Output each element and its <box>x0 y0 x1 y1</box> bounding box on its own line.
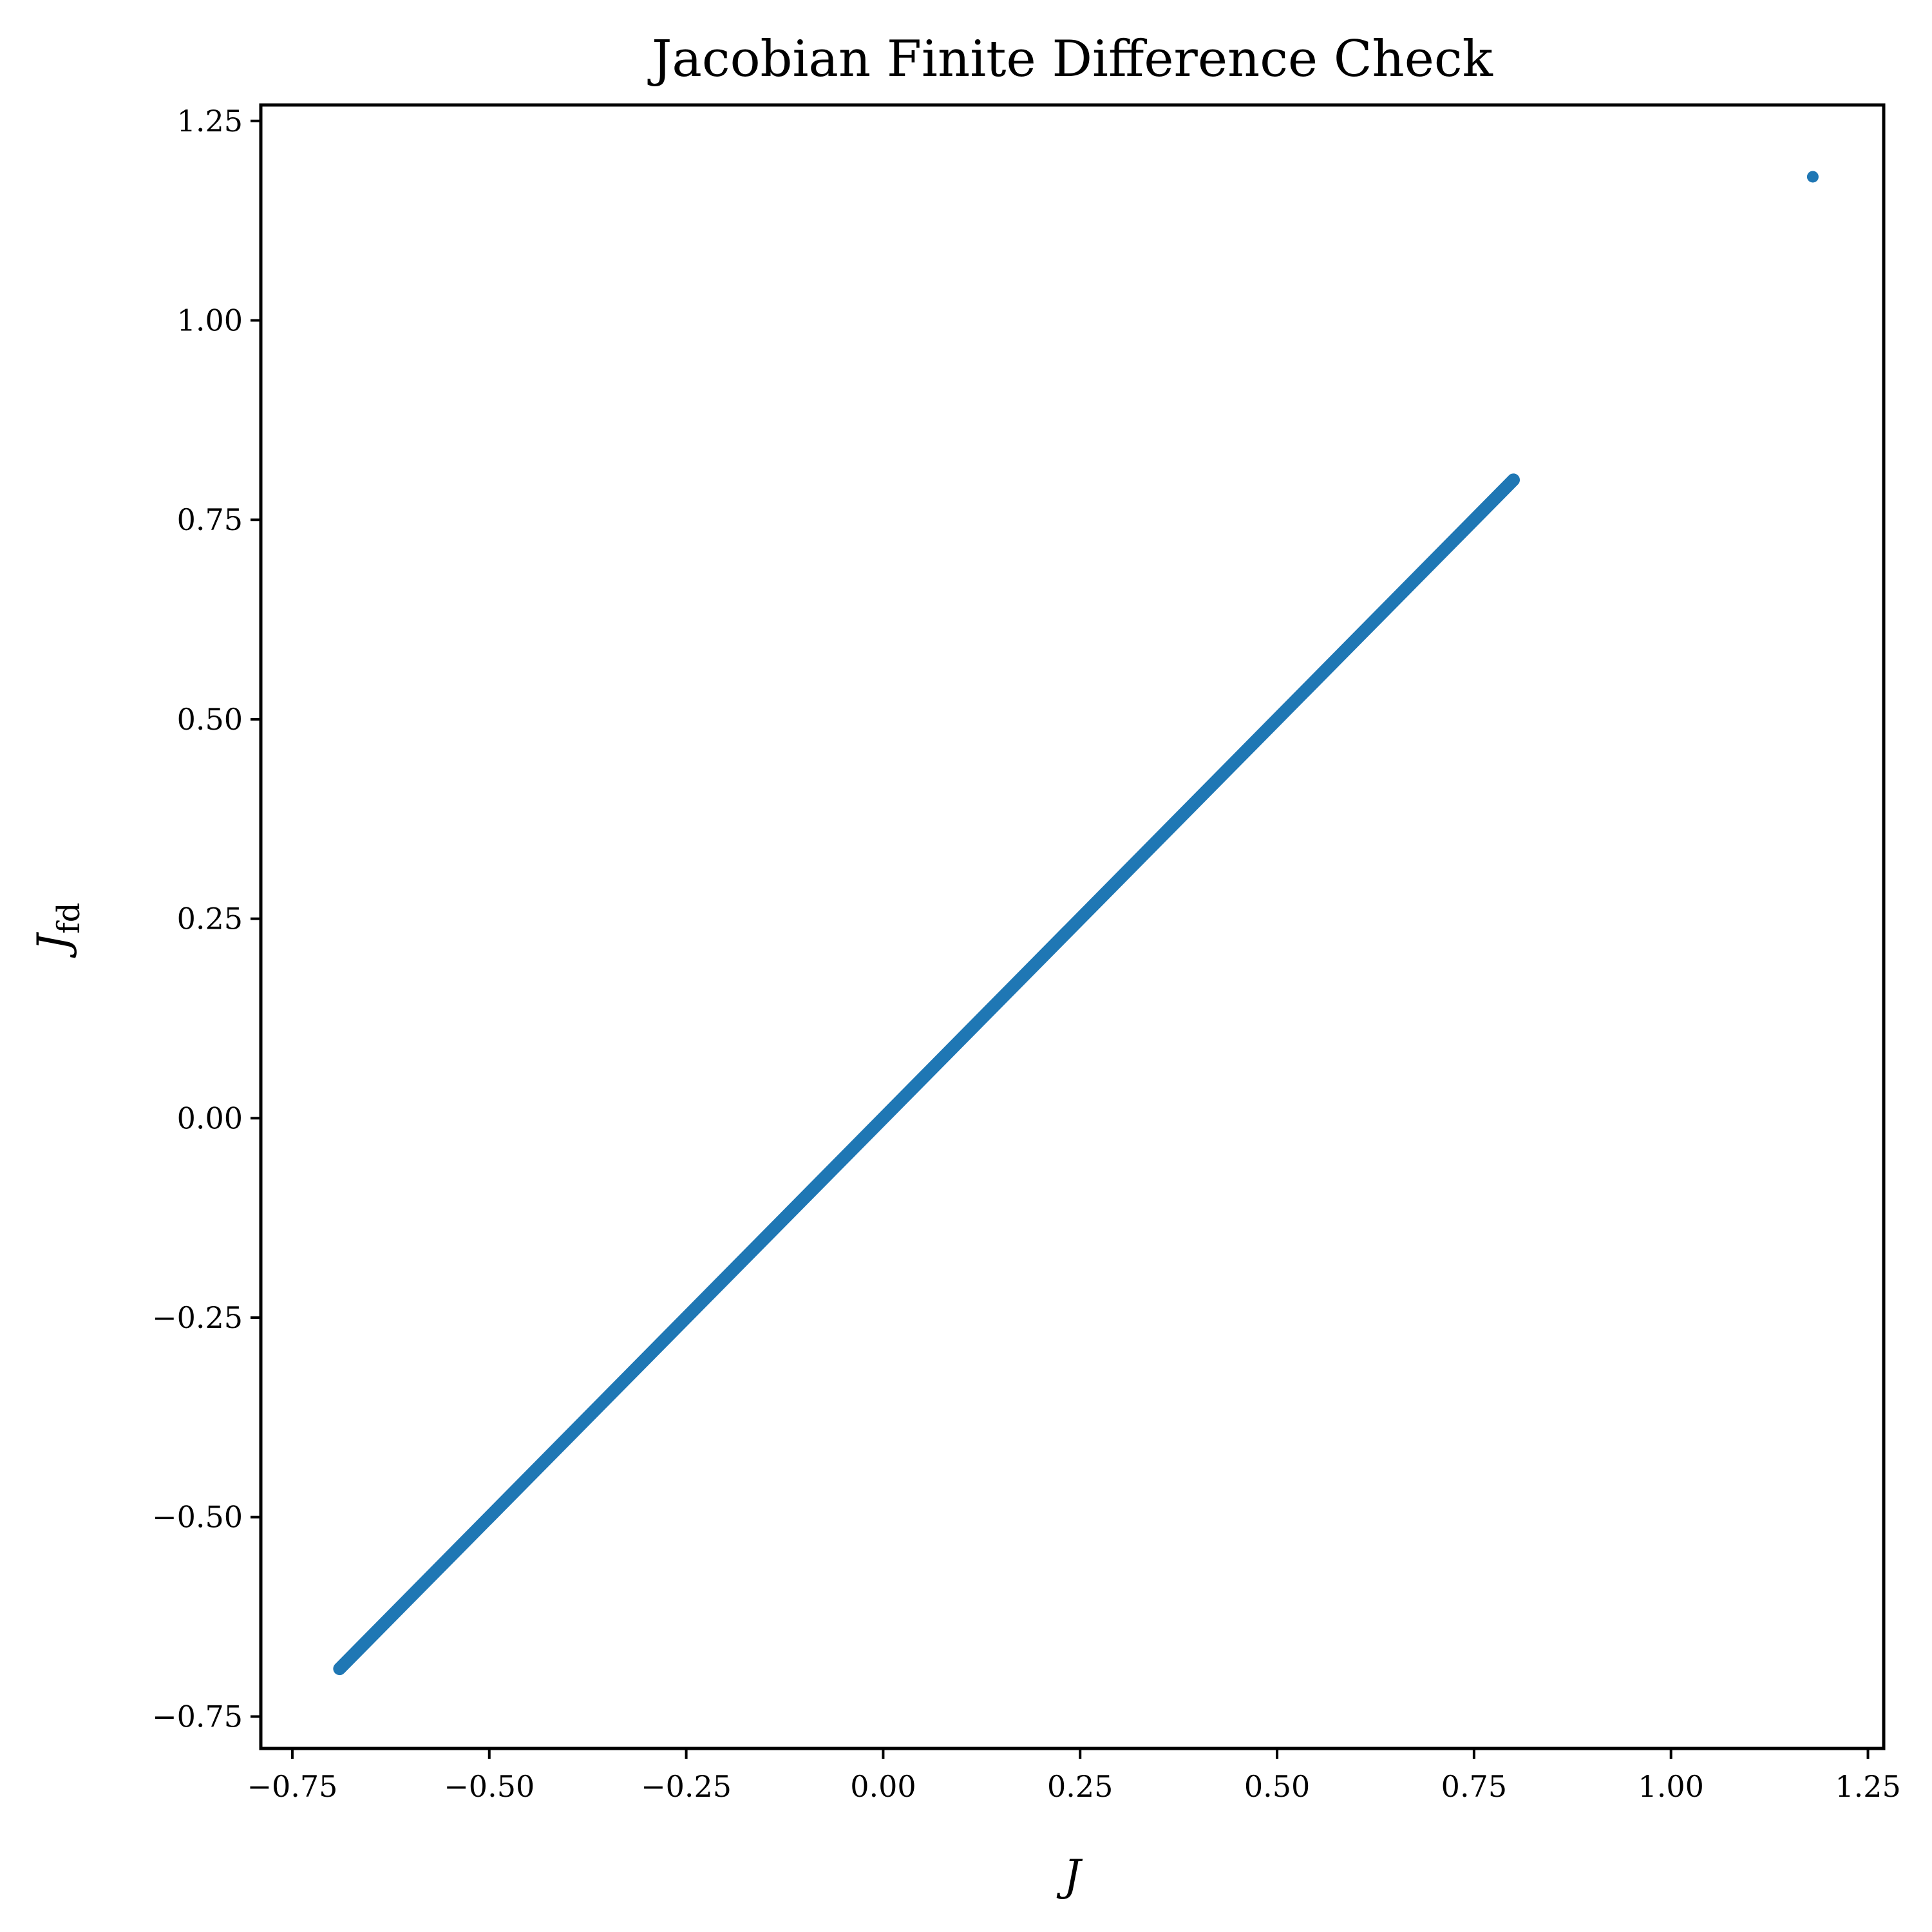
x-tick-label: 0.25 <box>1047 1769 1113 1804</box>
x-axis: −0.75 −0.50 −0.25 0.00 0.25 0.50 0.75 1.00 1.25 <box>247 1748 1901 1804</box>
y-axis-label: Jfd <box>28 903 87 959</box>
y-tick-label: 0.00 <box>177 1101 243 1135</box>
y-axis-label-subscript: fd <box>51 903 87 934</box>
plot-frame <box>259 103 1886 1750</box>
y-tick-label: 0.75 <box>177 502 243 537</box>
x-tick-label: 1.25 <box>1835 1769 1900 1804</box>
y-tick-label: −0.50 <box>152 1500 243 1535</box>
scatter-points-diagonal <box>333 473 1520 1676</box>
y-tick-label: 1.25 <box>177 104 243 138</box>
y-tick-label: 1.00 <box>177 303 243 337</box>
x-tick-label: 0.75 <box>1441 1769 1507 1804</box>
x-axis-label: J <box>1056 1851 1083 1900</box>
x-tick-label: 1.00 <box>1638 1769 1703 1804</box>
chart-title: Jacobian Finite Difference Check <box>647 30 1493 88</box>
x-tick-label: 0.00 <box>850 1769 916 1804</box>
x-tick-label: −0.75 <box>247 1769 337 1804</box>
y-tick-label: −0.25 <box>152 1300 243 1335</box>
y-axis: −0.75 −0.50 −0.25 0.00 0.25 0.50 0.75 1.00 1.25 <box>152 104 261 1734</box>
y-axis-label-main: J <box>28 931 78 958</box>
x-tick-label: −0.50 <box>444 1769 535 1804</box>
y-tick-label: 0.25 <box>177 902 243 936</box>
plot-area <box>259 103 1886 1750</box>
y-tick-label: −0.75 <box>152 1699 243 1734</box>
scatter-point <box>1806 171 1819 183</box>
data-layer <box>333 171 1819 1676</box>
x-tick-label: −0.25 <box>641 1769 732 1804</box>
x-tick-label: 0.50 <box>1244 1769 1310 1804</box>
y-tick-label: 0.50 <box>177 702 243 737</box>
